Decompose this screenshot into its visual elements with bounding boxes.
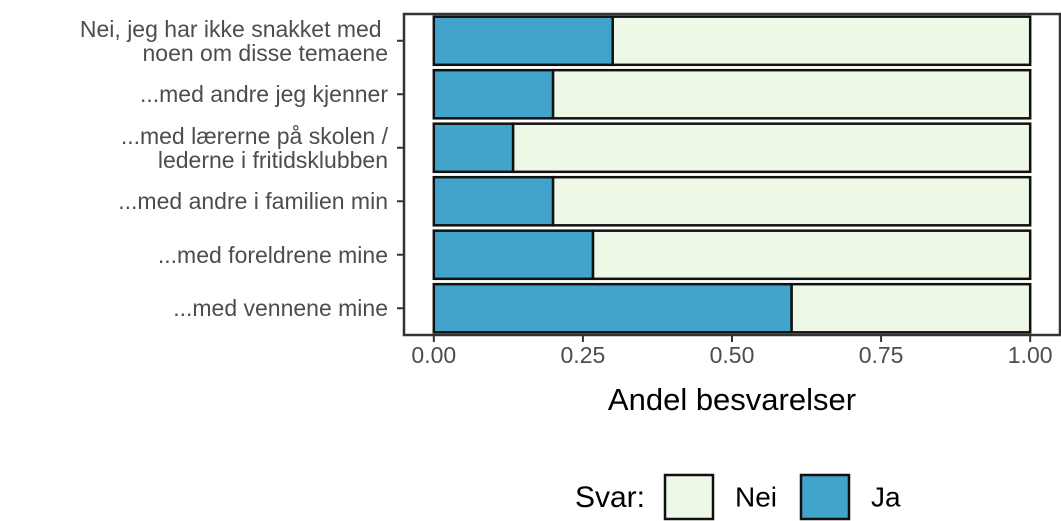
legend-label: Nei	[735, 481, 777, 512]
bar-segment	[611, 15, 1032, 67]
legend-title: Svar:	[575, 481, 645, 514]
x-tick-label: 0.25	[561, 342, 606, 368]
bar-segment	[432, 282, 793, 334]
bar-segment	[551, 68, 1032, 120]
bar-segment	[432, 122, 515, 174]
y-tick-label: ...med foreldrene mine	[157, 241, 388, 268]
bar-segment	[511, 122, 1032, 174]
x-tick-label: 0.75	[859, 342, 904, 368]
y-tick-label: ...med vennene mine	[173, 295, 388, 322]
legend-key	[663, 473, 715, 521]
bar-segment	[432, 229, 595, 281]
bar-segment	[432, 68, 555, 120]
legend-label: Ja	[871, 481, 901, 512]
bar-segment	[551, 175, 1032, 227]
x-tick-label: 0.50	[710, 342, 755, 368]
bar-segment	[790, 282, 1032, 334]
bar-segment	[432, 175, 555, 227]
y-tick-label: ...med andre i familien min	[118, 188, 388, 215]
x-tick-label: 0.00	[411, 342, 456, 368]
legend-key	[799, 473, 851, 521]
bar-segment	[432, 15, 614, 67]
y-tick-label: ...med andre jeg kjenner	[139, 81, 388, 108]
x-axis-title: Andel besvarelser	[608, 382, 856, 417]
bar-segment	[591, 229, 1032, 281]
x-tick-label: 1.00	[1008, 342, 1053, 368]
panel-border	[402, 12, 1061, 337]
y-tick-label: Nei, jeg har ikke snakket med noen om di…	[79, 15, 388, 66]
y-tick-label: ...med lærerne på skolen / lederne i fri…	[120, 122, 388, 173]
